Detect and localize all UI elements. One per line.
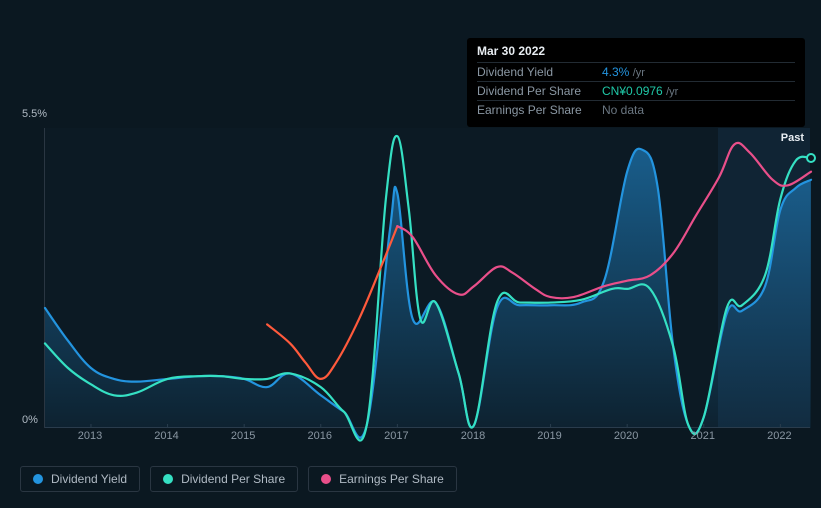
x-tick-label: 2020 <box>614 430 638 442</box>
x-axis: 2013 2014 2015 2016 2017 2018 2019 2020 2021 2022 <box>44 430 810 450</box>
legend-item-dividend-yield[interactable]: Dividend Yield <box>20 466 140 492</box>
legend-label: Dividend Yield <box>51 472 127 486</box>
x-tick-label: 2018 <box>461 430 485 442</box>
chart-area: 5.5% 0% Past 201320142015201620172018201… <box>20 108 810 438</box>
legend-dot <box>321 474 331 484</box>
legend-label: Earnings Per Share <box>339 472 444 486</box>
tooltip-value: 4.3% /yr <box>602 65 645 79</box>
legend-item-earnings-per-share[interactable]: Earnings Per Share <box>308 466 457 492</box>
legend-dot <box>163 474 173 484</box>
tooltip-value-unit: /yr <box>633 67 645 79</box>
x-tick-label: 2016 <box>308 430 332 442</box>
legend-dot <box>33 474 43 484</box>
chart-plot[interactable]: Past <box>44 128 810 428</box>
tooltip-label: Dividend Yield <box>477 65 602 79</box>
x-tick-label: 2013 <box>78 430 102 442</box>
tooltip-row: Dividend Yield 4.3% /yr <box>477 62 795 81</box>
tooltip-value-number: 4.3% <box>602 65 629 79</box>
tooltip-value-number: CN¥0.0976 <box>602 84 663 98</box>
tooltip-value-unit: /yr <box>666 86 678 98</box>
legend: Dividend Yield Dividend Per Share Earnin… <box>20 466 457 492</box>
legend-label: Dividend Per Share <box>181 472 285 486</box>
x-tick-label: 2019 <box>537 430 561 442</box>
tooltip-date: Mar 30 2022 <box>477 44 795 62</box>
x-tick-label: 2022 <box>767 430 791 442</box>
x-tick-label: 2021 <box>691 430 715 442</box>
tooltip-row: Dividend Per Share CN¥0.0976 /yr <box>477 81 795 100</box>
y-axis-min: 0% <box>22 414 38 426</box>
x-tick-label: 2017 <box>384 430 408 442</box>
y-axis-max: 5.5% <box>22 108 47 120</box>
x-tick-label: 2014 <box>154 430 178 442</box>
tooltip-value: CN¥0.0976 /yr <box>602 84 678 98</box>
x-tick-label: 2015 <box>231 430 255 442</box>
legend-item-dividend-per-share[interactable]: Dividend Per Share <box>150 466 298 492</box>
tooltip-label: Dividend Per Share <box>477 84 602 98</box>
chart-svg <box>45 128 811 428</box>
